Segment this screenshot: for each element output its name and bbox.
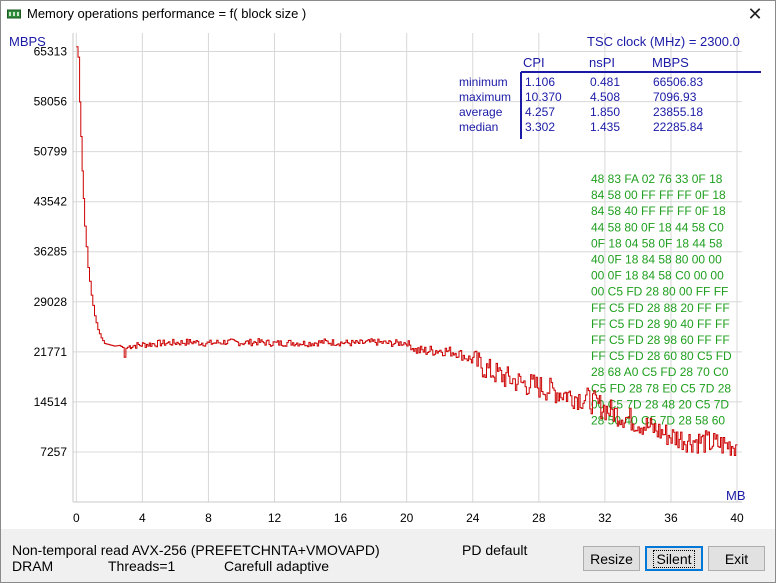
hex-dump-line: 84 58 40 FF FF FF 0F 18 — [591, 204, 726, 218]
stats-cpi-value: 10.370 — [525, 90, 562, 104]
x-tick-label: 8 — [205, 511, 212, 525]
y-tick-label: 58056 — [34, 95, 68, 109]
stats-cpi-value: 4.257 — [525, 105, 555, 119]
silent-button-label: Silent — [653, 550, 695, 568]
y-tick-label: 65313 — [34, 45, 68, 59]
stats-row-label: median — [459, 120, 498, 134]
stats-row-label: minimum — [459, 75, 508, 89]
stats-column-header: CPI — [523, 55, 545, 70]
series-line — [76, 46, 738, 456]
stats-mbps-value: 23855.18 — [653, 105, 703, 119]
hex-dump-line: 00 C5 7D 28 48 20 C5 7D — [591, 397, 729, 411]
hex-dump-line: FF C5 FD 28 98 60 FF FF — [591, 333, 730, 347]
y-tick-label: 43542 — [34, 195, 68, 209]
y-tick-label: 14514 — [34, 395, 68, 409]
y-tick-label: 36285 — [34, 245, 68, 259]
x-tick-label: 20 — [400, 511, 414, 525]
x-tick-label: 16 — [334, 511, 348, 525]
y-tick-label: 7257 — [40, 445, 67, 459]
tsc-clock-label: TSC clock (MHz) = 2300.0 — [587, 34, 740, 49]
hex-dump-line: FF C5 FD 28 60 80 C5 FD — [591, 349, 732, 363]
hex-dump-line: 84 58 00 FF FF FF 0F 18 — [591, 188, 726, 202]
hex-dump-line: 44 58 80 0F 18 44 58 C0 — [591, 220, 724, 234]
status-bar: Non-temporal read AVX-256 (PREFETCHNTA+V… — [1, 529, 775, 582]
window-title: Memory operations performance = f( block… — [27, 6, 307, 21]
x-tick-label: 24 — [466, 511, 480, 525]
close-icon[interactable]: ✕ — [747, 4, 763, 25]
x-tick-label: 32 — [598, 511, 612, 525]
hex-dump-line: FF C5 FD 28 90 40 FF FF — [591, 317, 730, 331]
hex-dump-line: C5 FD 28 78 E0 C5 7D 28 — [591, 381, 731, 395]
stats-mbps-value: 7096.93 — [653, 90, 697, 104]
app-icon — [7, 9, 21, 19]
stats-nspi-value: 4.508 — [590, 90, 620, 104]
hex-dump-line: FF C5 FD 28 88 20 FF FF — [591, 301, 730, 315]
y-tick-label: 29028 — [34, 295, 68, 309]
stats-nspi-value: 1.435 — [590, 120, 620, 134]
test-mode-label: Non-temporal read AVX-256 (PREFETCHNTA+V… — [12, 542, 380, 558]
x-tick-label: 4 — [139, 511, 146, 525]
title-bar: Memory operations performance = f( block… — [1, 1, 775, 29]
threads-label: Threads=1 — [108, 558, 176, 574]
hex-dump-line: 40 0F 18 84 58 80 00 00 — [591, 253, 722, 267]
pd-label: PD default — [462, 542, 528, 558]
stats-nspi-value: 0.481 — [590, 75, 620, 89]
stats-row-label: maximum — [459, 90, 511, 104]
hex-dump-line: 00 0F 18 84 58 C0 00 00 — [591, 269, 724, 283]
y-tick-label: 21771 — [34, 345, 68, 359]
x-tick-label: 12 — [268, 511, 282, 525]
hex-dump-line: 28 68 A0 C5 FD 28 70 C0 — [591, 365, 729, 379]
exit-button[interactable]: Exit — [708, 546, 765, 571]
memory-object-label: DRAM — [12, 558, 54, 574]
stats-column-header: MBPS — [652, 55, 689, 70]
stats-cpi-value: 1.106 — [525, 75, 555, 89]
measurement-mode-label: Carefull adaptive — [224, 558, 330, 574]
hex-dump-line: 00 C5 FD 28 80 00 FF FF — [591, 285, 728, 299]
silent-button[interactable]: Silent — [645, 546, 703, 571]
x-axis-label: MB — [726, 488, 746, 503]
stats-mbps-value: 66506.83 — [653, 75, 703, 89]
x-tick-label: 36 — [664, 511, 678, 525]
stats-nspi-value: 1.850 — [590, 105, 620, 119]
hex-dump-line: 48 83 FA 02 76 33 0F 18 — [591, 172, 723, 186]
stats-row-label: average — [459, 105, 503, 119]
stats-cpi-value: 3.302 — [525, 120, 555, 134]
stats-column-header: nsPI — [589, 55, 615, 70]
y-axis-label: MBPS — [9, 34, 46, 49]
stats-mbps-value: 22285.84 — [653, 120, 703, 134]
x-tick-label: 40 — [730, 511, 744, 525]
chart-area: 7257 14514 21771 29028 36285 43542 50799 58056 6… — [1, 29, 775, 529]
performance-chart: 7257 14514 21771 29028 36285 43542 50799 58056 6… — [9, 33, 761, 525]
x-tick-label: 0 — [73, 511, 80, 525]
resize-button[interactable]: Resize — [583, 546, 640, 571]
y-tick-label: 50799 — [34, 145, 68, 159]
hex-dump-line: 0F 18 04 58 0F 18 44 58 — [591, 236, 723, 250]
x-tick-label: 28 — [532, 511, 546, 525]
